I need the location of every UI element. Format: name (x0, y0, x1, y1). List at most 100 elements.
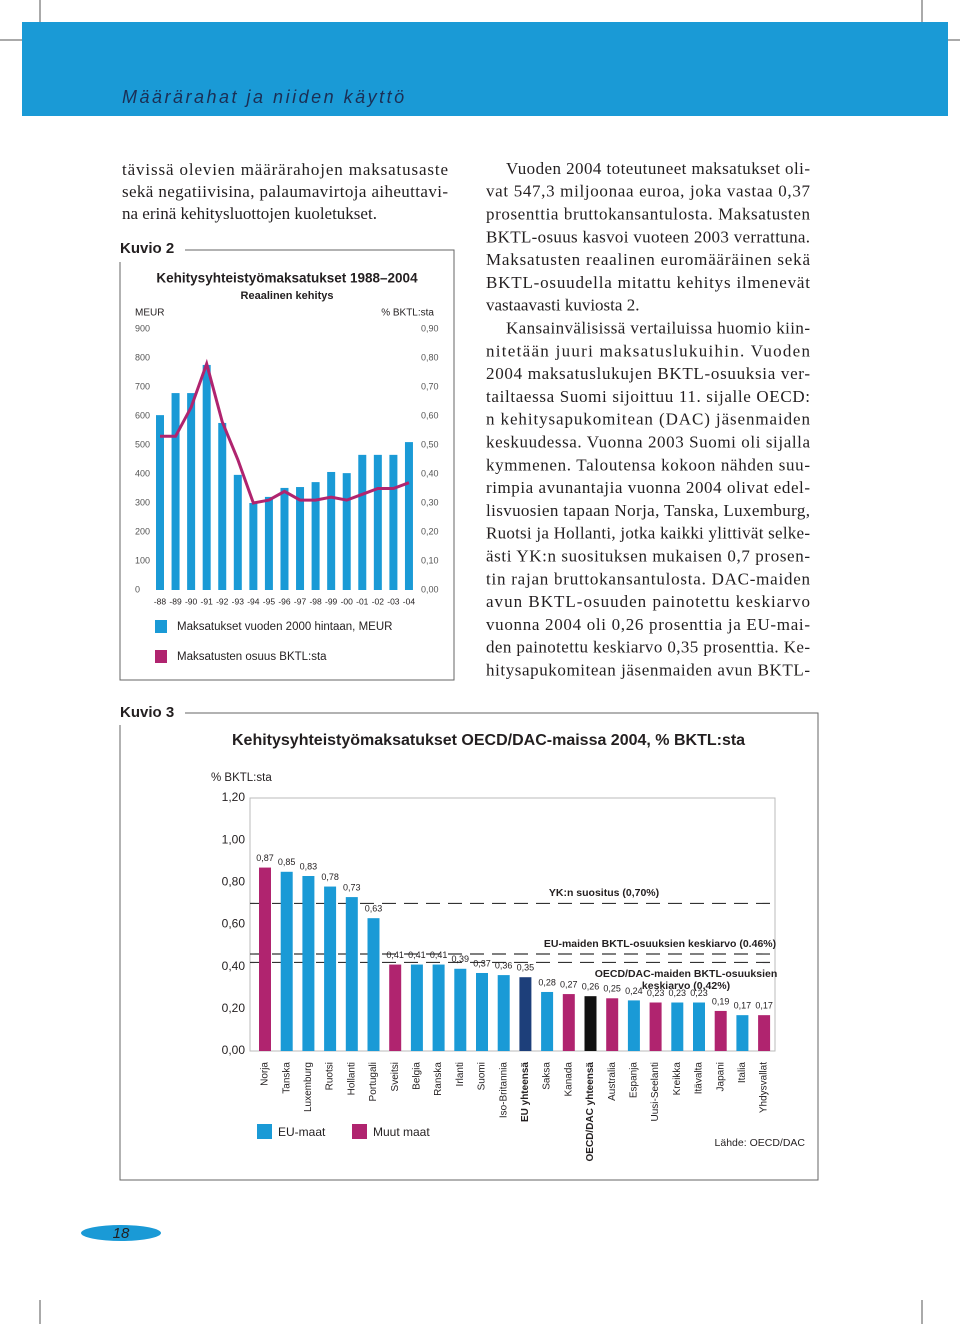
bar (302, 876, 315, 1051)
legend-swatch (257, 1124, 272, 1139)
source-note: Lähde: OECD/DAC (715, 1137, 806, 1149)
y-tick-label: 700 (135, 381, 150, 391)
x-tick-label: -98 (309, 596, 322, 606)
x-tick-label: -03 (387, 596, 400, 606)
value-label: 0,17 (734, 1001, 752, 1011)
legend-swatch (352, 1124, 367, 1139)
x-tick-label: -00 (341, 596, 354, 606)
x-tick-label: Suomi (477, 1062, 488, 1090)
body-text-line: lisvuosien tapaan Norja, Tanska, Luxembu… (486, 501, 810, 520)
bar (584, 996, 597, 1051)
body-text-line: prosenttia bruttokansantulosta. Maksatus… (486, 205, 811, 224)
chart-title: Kehitysyhteistyömaksatukset OECD/DAC-mai… (232, 732, 745, 749)
value-label: 0,23 (669, 988, 687, 998)
x-tick-label: -01 (356, 596, 369, 606)
y2-tick-label: 0,60 (421, 410, 439, 420)
x-tick-label: Norja (260, 1062, 271, 1086)
value-label: 0,63 (365, 904, 383, 914)
reference-label: EU-maiden BKTL-osuuksien keskiarvo (0.46… (544, 938, 776, 950)
bar (454, 968, 467, 1051)
value-label: 0,73 (343, 882, 361, 892)
y-tick-label: 0,60 (222, 917, 246, 931)
bar (606, 998, 619, 1051)
value-label: 0,27 (560, 979, 578, 989)
body-text-line: n kehitysapukomitean (DAC) jäsenmaiden (486, 410, 811, 429)
body-text-line: Vuoden 2004 toteutuneet maksatukset oli- (506, 159, 810, 178)
body-text-line: Ruotsi ja Hollanti, jotka kaikki ylittiv… (486, 524, 810, 543)
bar (714, 1010, 727, 1051)
figure-label: Kuvio 3 (120, 704, 174, 721)
bar (373, 454, 382, 590)
value-label: 0,85 (278, 857, 296, 867)
x-tick-label: Kreikka (672, 1062, 683, 1096)
value-label: 0,19 (712, 996, 730, 1006)
x-tick-label: -97 (294, 596, 307, 606)
reference-label: keskiarvo (0,42%) (642, 980, 730, 992)
body-text-line: 2004 maksatuslukujen BKTL-osuuksia ver- (486, 364, 810, 383)
bar (389, 454, 398, 590)
reference-label: YK:n suositus (0,70%) (549, 887, 659, 899)
body-text-line: BKTL-osuudella mitattu kehitys ilmenevät (486, 273, 810, 292)
y-tick-label: 100 (135, 555, 150, 565)
bar (693, 1002, 705, 1051)
legend-label: Muut maat (373, 1125, 430, 1139)
value-label: 0,25 (603, 984, 621, 994)
value-label: 0,17 (755, 1001, 773, 1011)
value-label: 0,36 (495, 960, 513, 970)
value-label: 0,41 (430, 950, 448, 960)
y2-tick-label: 0,50 (421, 439, 439, 449)
bar (562, 994, 575, 1051)
x-tick-label: Kanada (563, 1062, 574, 1097)
x-tick-label: Australia (607, 1062, 618, 1101)
x-tick-label: Belgia (412, 1062, 423, 1090)
bar (541, 991, 554, 1051)
y-tick-label: 600 (135, 410, 150, 420)
legend-swatch (155, 650, 167, 663)
y2-axis-label: % BKTL:sta (381, 308, 434, 319)
page-number-badge (81, 1225, 161, 1241)
x-tick-label: Portugali (368, 1062, 379, 1101)
bar (296, 487, 305, 590)
bar (389, 964, 402, 1051)
y-axis-label: % BKTL:sta (211, 772, 272, 784)
bar (736, 1015, 749, 1051)
y-tick-label: 800 (135, 352, 150, 362)
x-tick-label: Itävalta (694, 1062, 705, 1095)
body-text-line: sekä negatiivisina, palaumavirtoja aiheu… (122, 182, 448, 201)
header-band (22, 22, 948, 116)
y2-tick-label: 0,10 (421, 555, 439, 565)
body-text-line: ästi YK:n suosituksen mukaisen 0,7 prose… (486, 547, 810, 566)
x-tick-label: Italia (737, 1062, 748, 1084)
body-text-line: avun BKTL-osuuden painotettu keskiarvo (486, 592, 810, 611)
value-label: 0,39 (452, 954, 470, 964)
x-tick-label: Luxemburg (303, 1062, 314, 1112)
body-text-line: vuonna 2004 oli 0,26 prosenttia ja EU-ma… (486, 615, 810, 634)
x-tick-label: -99 (325, 596, 338, 606)
bar (324, 886, 337, 1051)
value-label: 0,41 (408, 950, 426, 960)
bar (264, 496, 273, 590)
y2-tick-label: 0,40 (421, 468, 439, 478)
bar (671, 1002, 684, 1051)
x-tick-label: Hollanti (346, 1062, 357, 1095)
body-text-line: vat 547,3 miljoonaa euroa, joka vastaa 0… (486, 182, 811, 201)
y-tick-label: 0,20 (222, 1001, 246, 1015)
bar (171, 393, 180, 590)
x-tick-label: Iso-Britannia (498, 1062, 509, 1119)
bar (758, 1015, 771, 1051)
y2-tick-label: 0,00 (421, 584, 439, 594)
x-tick-label: -96 (278, 596, 291, 606)
bar (233, 474, 242, 590)
legend-swatch (155, 620, 167, 633)
bar (202, 364, 211, 590)
bar (249, 503, 258, 590)
y-tick-label: 400 (135, 468, 150, 478)
bar (218, 422, 227, 590)
y-tick-label: 200 (135, 526, 150, 536)
body-text-line: vastaavasti kuviosta 2. (486, 296, 639, 315)
y-tick-label: 900 (135, 323, 150, 333)
x-tick-label: -04 (403, 596, 416, 606)
x-tick-label: Irlanti (455, 1062, 466, 1086)
bar (187, 393, 196, 590)
